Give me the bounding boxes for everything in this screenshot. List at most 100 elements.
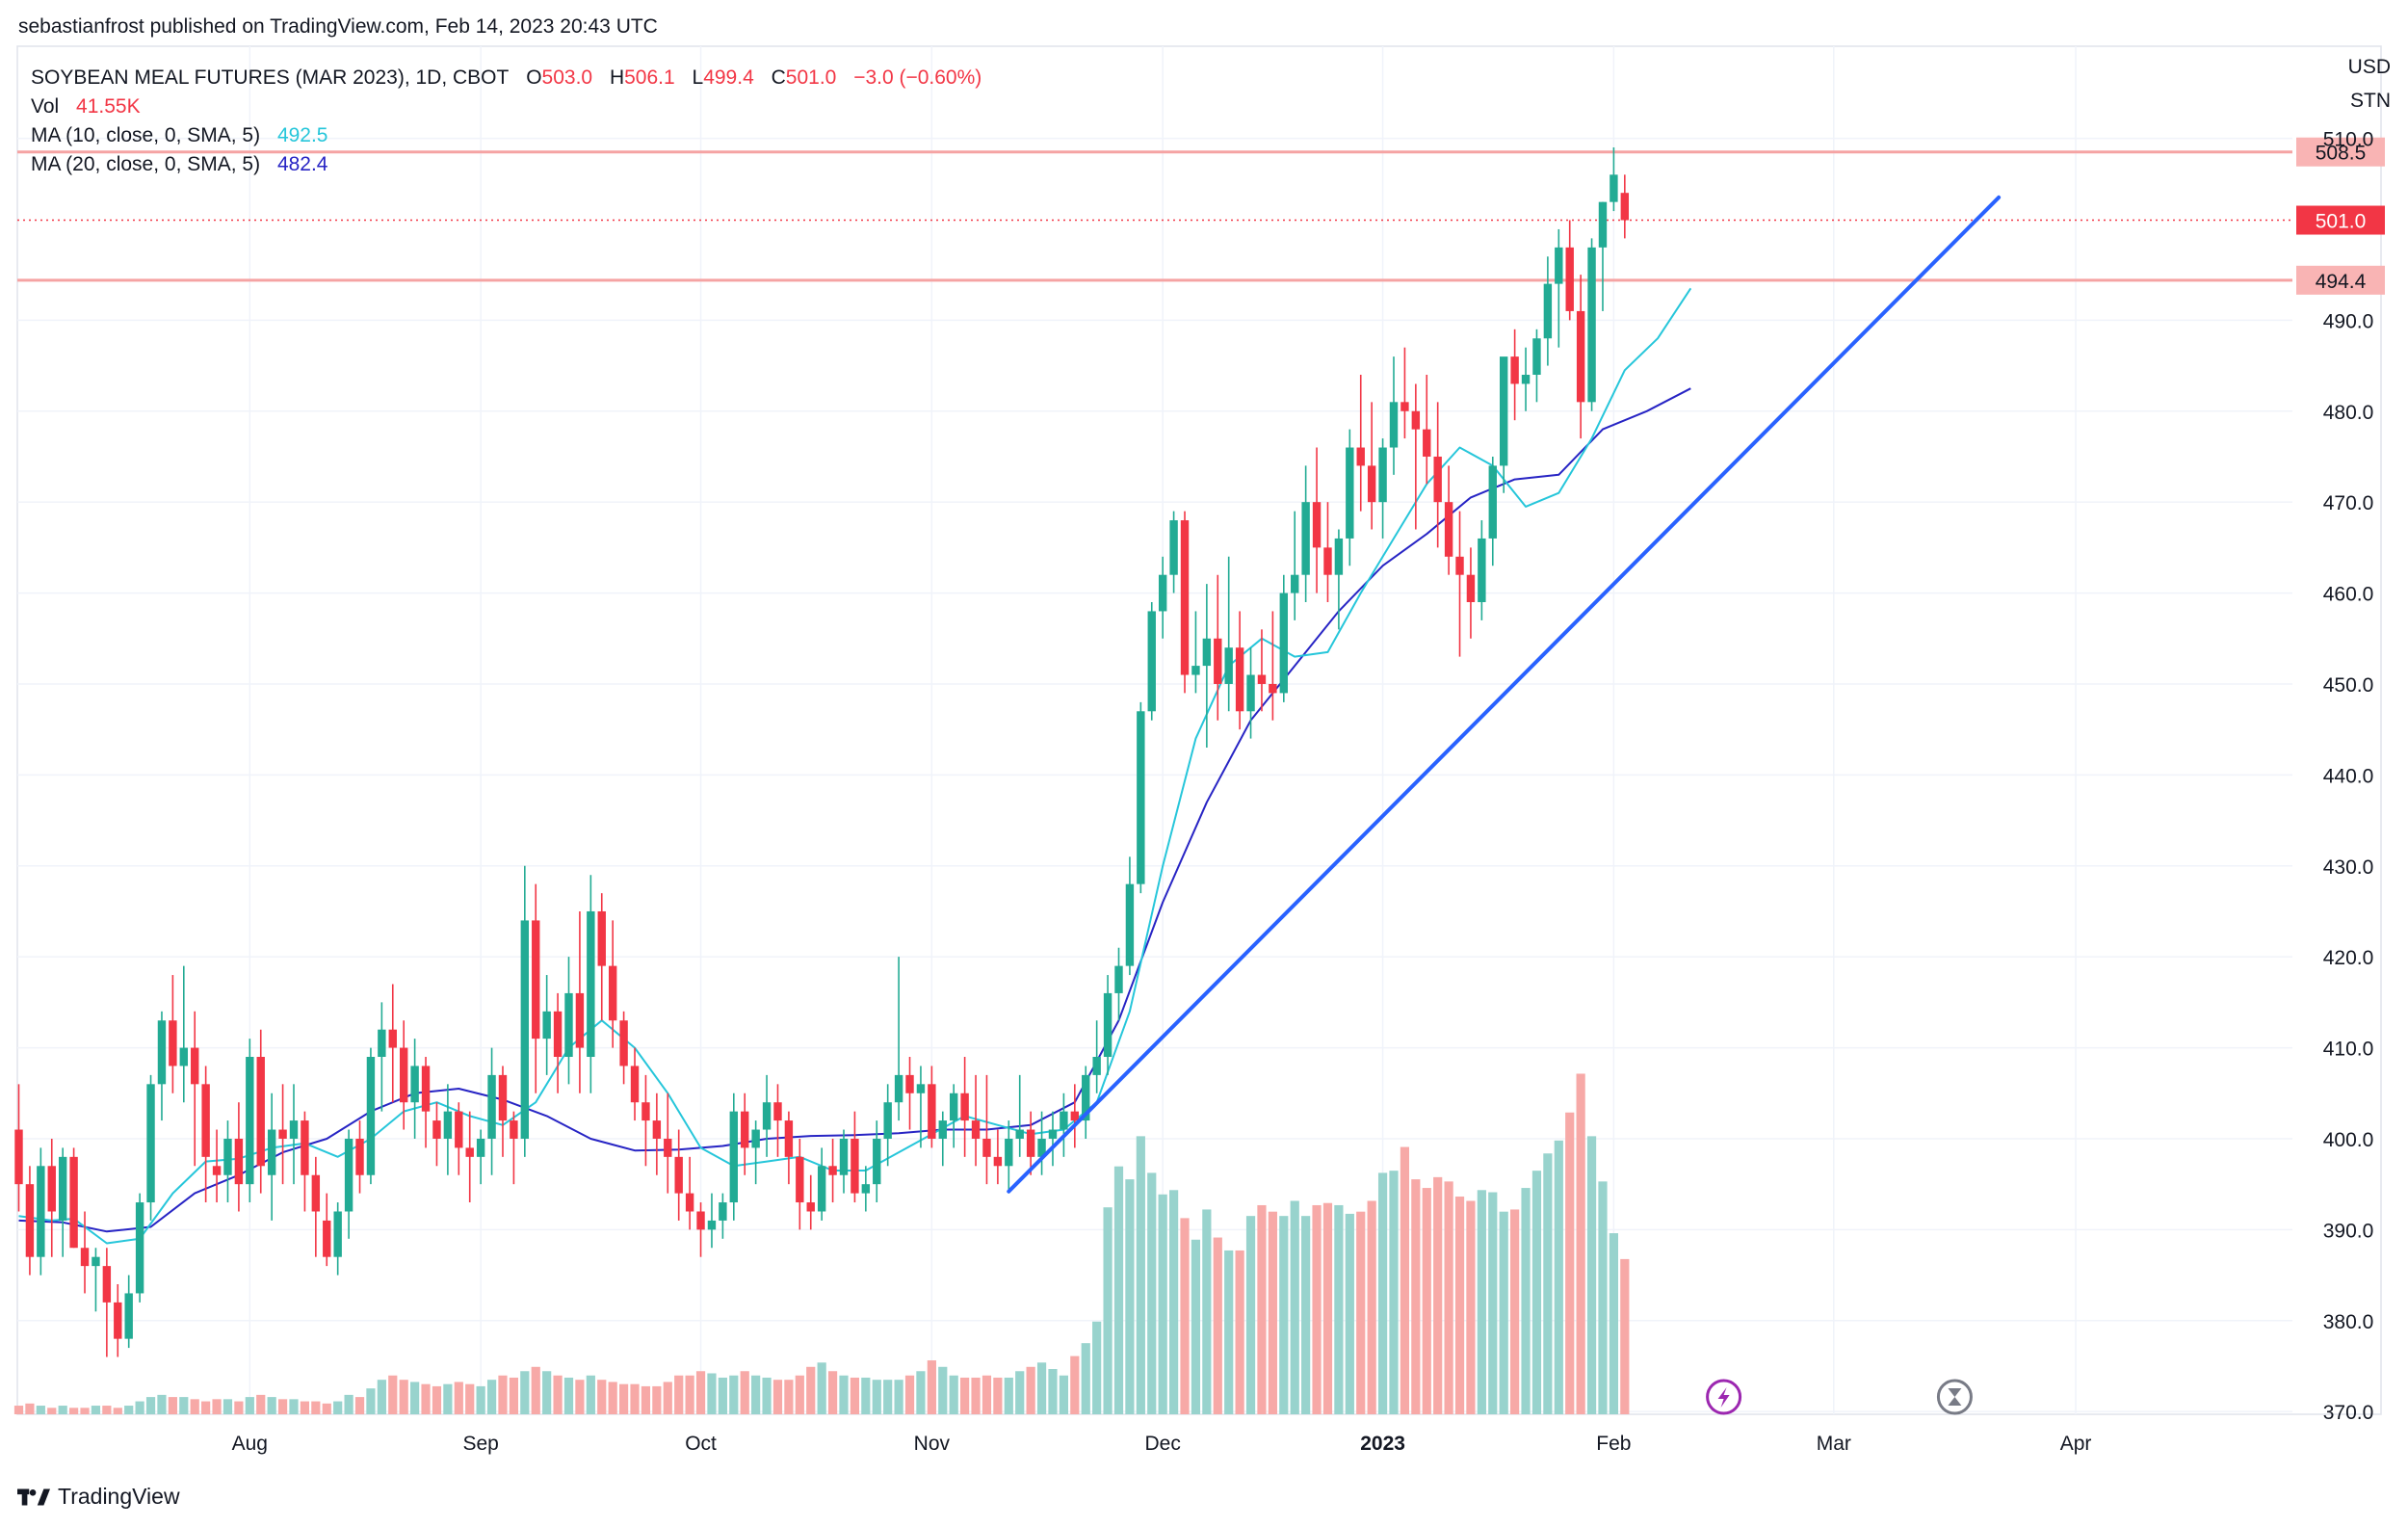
candle-body	[510, 1120, 518, 1139]
candle	[641, 1074, 650, 1167]
candle-body	[719, 1202, 727, 1221]
volume-bar	[1444, 1181, 1453, 1414]
volume-bar	[47, 1408, 57, 1414]
hourglass-shape	[1948, 1388, 1962, 1406]
candle	[1543, 256, 1553, 366]
volume-bar	[1202, 1209, 1212, 1414]
ma20-label[interactable]: MA (20, close, 0, SMA, 5)	[31, 153, 261, 175]
volume-bar	[1125, 1179, 1135, 1414]
volume-bar	[486, 1380, 497, 1414]
volume-bar	[58, 1406, 67, 1414]
candle-body	[905, 1074, 914, 1093]
volume-bar	[432, 1385, 442, 1414]
candle	[861, 1166, 871, 1212]
volume-bar	[630, 1383, 640, 1414]
candle-body	[608, 965, 617, 1021]
currency-label[interactable]: USD	[2347, 56, 2391, 78]
candle-body	[311, 1174, 321, 1212]
volume-bar	[377, 1380, 386, 1414]
unit-label[interactable]: STN	[2350, 90, 2391, 112]
volume-label[interactable]: Vol	[31, 95, 60, 118]
candle-body	[212, 1166, 222, 1175]
candle-body	[1082, 1074, 1090, 1121]
x-tick-label: Apr	[2060, 1433, 2092, 1455]
volume-bar	[388, 1375, 398, 1414]
volume-bar	[1389, 1171, 1399, 1414]
candle	[1378, 438, 1387, 539]
volume-bar	[1036, 1362, 1047, 1414]
candle	[267, 1093, 276, 1221]
candle-body	[861, 1184, 871, 1194]
x-tick-label: Oct	[685, 1433, 717, 1455]
candle-body	[80, 1248, 90, 1267]
y-tick-label: 380.0	[2323, 1311, 2374, 1333]
volume-bar	[1257, 1204, 1267, 1414]
candle	[1037, 1111, 1046, 1175]
candle	[169, 975, 177, 1093]
candle	[1026, 1111, 1035, 1175]
ma10-value: 492.5	[276, 124, 328, 146]
volume-bar	[685, 1375, 694, 1414]
volume-bar	[113, 1408, 122, 1414]
candle-body	[1378, 447, 1387, 503]
volume-bar	[904, 1375, 915, 1414]
candle-body	[1005, 1138, 1013, 1167]
candle	[1092, 1020, 1101, 1093]
volume-bar	[1136, 1136, 1145, 1414]
candle	[1510, 329, 1519, 421]
candle-body	[114, 1302, 122, 1339]
volume-bar	[135, 1401, 144, 1414]
candle	[201, 1066, 210, 1203]
candle	[47, 1138, 56, 1257]
volume-bar	[1543, 1153, 1553, 1414]
candle	[928, 1066, 936, 1148]
volume-bar	[256, 1394, 266, 1414]
candle	[443, 1084, 453, 1175]
candle-body	[1158, 574, 1167, 612]
candle-body	[1565, 247, 1574, 311]
candle-body	[14, 1129, 23, 1185]
candle-body	[1269, 683, 1277, 694]
volume-bar	[1488, 1192, 1498, 1414]
candle	[124, 1275, 133, 1349]
volume-bar	[1356, 1211, 1366, 1414]
candle-body	[587, 910, 595, 1058]
symbol-title[interactable]: SOYBEAN MEAL FUTURES (MAR 2023), 1D, CBO…	[31, 66, 510, 89]
candle-body	[664, 1138, 672, 1157]
candle-body	[1500, 356, 1508, 466]
candle-body	[465, 1147, 474, 1157]
candle-body	[223, 1138, 232, 1175]
volume-bar	[993, 1377, 1003, 1414]
candle-body	[1048, 1129, 1058, 1139]
candle	[1070, 1084, 1080, 1148]
candle	[1555, 228, 1563, 348]
candle	[14, 1084, 23, 1212]
candle-body	[1246, 674, 1255, 712]
candle	[102, 1248, 112, 1357]
volume-bar	[1576, 1073, 1585, 1414]
volume-bar	[245, 1397, 254, 1414]
candle-body	[69, 1156, 78, 1249]
candle-body	[1015, 1129, 1024, 1139]
y-tick-label: 510.0	[2323, 129, 2374, 151]
volume-bar	[1477, 1190, 1486, 1414]
candle-body	[1180, 520, 1190, 675]
candle	[674, 1129, 683, 1221]
volume-bar	[772, 1380, 783, 1414]
candle-body	[1125, 883, 1135, 966]
volume-bar	[344, 1394, 353, 1414]
candle-body	[1466, 574, 1476, 603]
low-value: 499.4	[703, 66, 754, 89]
candle	[1610, 147, 1618, 212]
tradingview-logo[interactable]: TradingView	[17, 1484, 180, 1510]
candle	[796, 1138, 804, 1230]
volume-bar	[354, 1397, 365, 1414]
volume-bar	[1609, 1233, 1618, 1414]
ma10-label[interactable]: MA (10, close, 0, SMA, 5)	[31, 124, 261, 146]
chart-legend: SOYBEAN MEAL FUTURES (MAR 2023), 1D, CBO…	[31, 64, 982, 179]
y-tick-label: 400.0	[2323, 1129, 2374, 1151]
candle	[410, 1039, 419, 1139]
volume-bar	[267, 1397, 276, 1414]
volume-bar	[1586, 1136, 1597, 1414]
